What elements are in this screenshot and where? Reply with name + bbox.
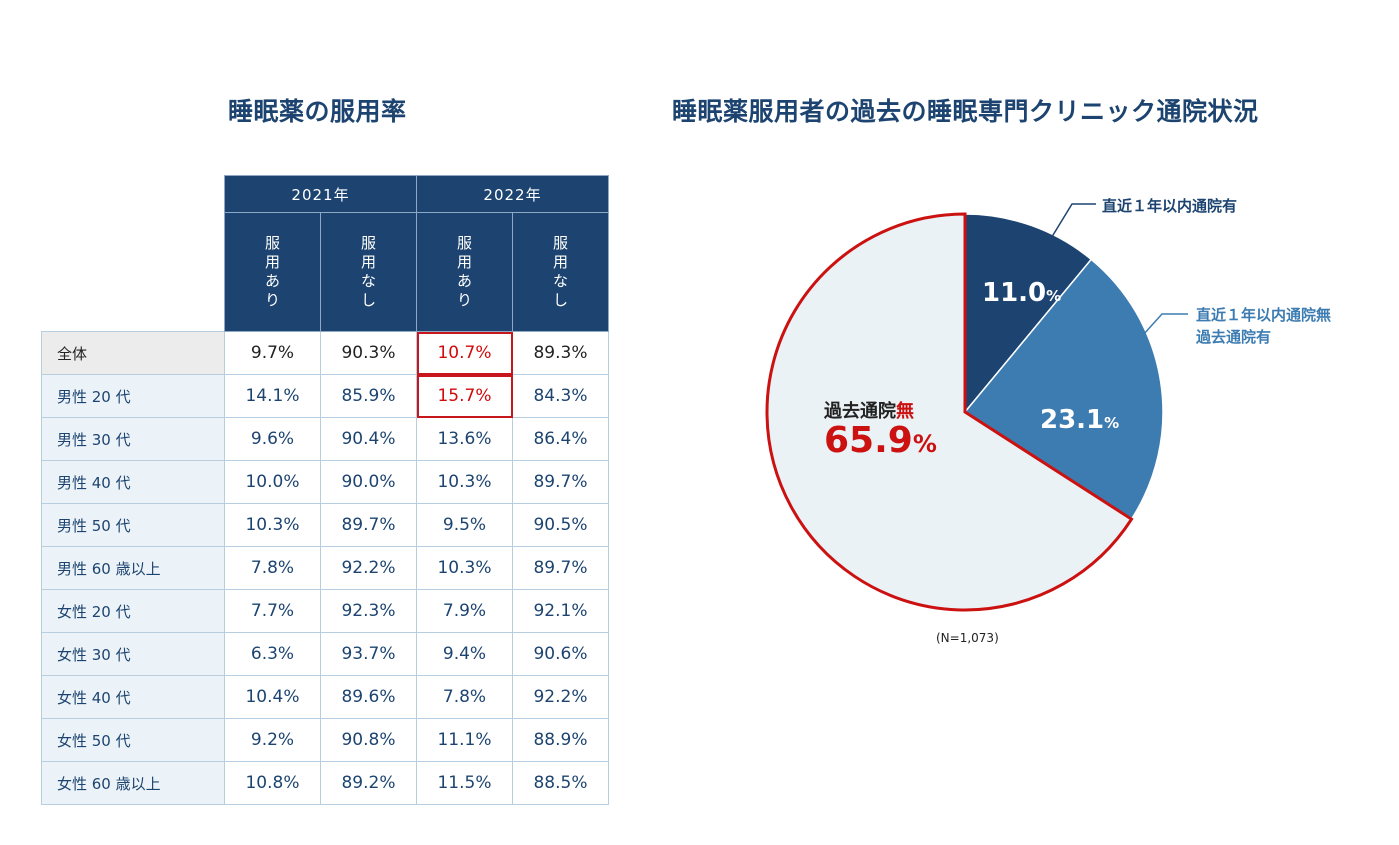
table-cell: 88.5% — [512, 761, 609, 805]
table-cell: 90.8% — [320, 718, 417, 762]
table-cell: 10.3% — [416, 460, 513, 504]
table-cell: 92.2% — [512, 675, 609, 719]
table-row: 女性 20 代 7.7% 92.3% 7.9% 92.1% — [41, 589, 609, 633]
row-label: 女性 20 代 — [41, 589, 225, 633]
table-row: 男性 40 代 10.0% 90.0% 10.3% 89.7% — [41, 460, 609, 504]
row-label: 男性 20 代 — [41, 374, 225, 418]
row-label: 女性 40 代 — [41, 675, 225, 719]
table-row: 男性 20 代 14.1% 85.9% 15.7% 84.3% — [41, 374, 609, 418]
table-cell: 10.8% — [224, 761, 321, 805]
year-header-2021: 2021年 — [224, 175, 417, 213]
table-cell: 84.3% — [512, 374, 609, 418]
table-row: 全体 9.7% 90.3% 10.7% 89.3% — [41, 331, 609, 375]
slice-label-line: 直近１年以内通院無 — [1196, 306, 1332, 324]
table-cell: 90.5% — [512, 503, 609, 547]
table-cell: 11.1% — [416, 718, 513, 762]
sleeping-pill-usage-table: 2021年 2022年 服用あり 服用なし 服用あり 服用なし 全体 9.7% … — [41, 175, 609, 805]
table-cell: 9.2% — [224, 718, 321, 762]
slice-value-label: 65.9% — [824, 420, 937, 461]
slice-value-number: 23.1 — [1040, 405, 1105, 435]
slice-value-percent: % — [1046, 287, 1062, 305]
row-label: 女性 50 代 — [41, 718, 225, 762]
table-cell: 10.4% — [224, 675, 321, 719]
slice-label-past-visit: 直近１年以内通院無 過去通院有 — [1196, 304, 1331, 348]
slice-label-emphasis: 無 — [896, 401, 914, 422]
row-label: 女性 30 代 — [41, 632, 225, 676]
slice-value-percent: % — [912, 430, 937, 458]
year-header-2022: 2022年 — [416, 175, 609, 213]
table-cell: 89.7% — [512, 546, 609, 590]
leader-line-recent-visit — [1049, 203, 1096, 241]
pie-slice-recent-visit — [964, 213, 1093, 415]
table-row: 女性 50 代 9.2% 90.8% 11.1% 88.9% — [41, 718, 609, 762]
usage-header-text: 服用なし — [553, 234, 569, 309]
table-cell: 89.7% — [320, 503, 417, 547]
slice-label-recent-visit: 直近１年以内通院有 — [1102, 197, 1238, 215]
table-cell: 92.2% — [320, 546, 417, 590]
slice-label-prefix: 過去通院 — [824, 401, 896, 422]
table-cell: 11.5% — [416, 761, 513, 805]
pie-chart-title: 睡眠薬服用者の過去の睡眠専門クリニック通院状況 — [672, 97, 1259, 126]
slice-value-label: 11.0% — [982, 278, 1061, 308]
row-label: 女性 60 歳以上 — [41, 761, 225, 805]
table-cell: 86.4% — [512, 417, 609, 461]
table-cell: 89.7% — [512, 460, 609, 504]
pie-slice-highlight-outline — [765, 212, 1134, 612]
table-cell-highlighted: 15.7% — [416, 374, 513, 418]
row-label: 男性 40 代 — [41, 460, 225, 504]
table-cell: 14.1% — [224, 374, 321, 418]
usage-header: 服用なし — [512, 212, 609, 332]
slice-label-line: 過去通院有 — [1196, 328, 1272, 346]
table-row: 女性 40 代 10.4% 89.6% 7.8% 92.2% — [41, 675, 609, 719]
table-cell: 90.4% — [320, 417, 417, 461]
table-cell: 89.6% — [320, 675, 417, 719]
table-cell: 7.8% — [416, 675, 513, 719]
usage-header: 服用あり — [416, 212, 513, 332]
slice-value-number: 11.0 — [982, 278, 1047, 308]
table-row: 男性 60 歳以上 7.8% 92.2% 10.3% 89.7% — [41, 546, 609, 590]
table-cell: 92.3% — [320, 589, 417, 633]
table-cell: 90.3% — [320, 331, 417, 375]
table-cell: 7.9% — [416, 589, 513, 633]
table-row: 女性 60 歳以上 10.8% 89.2% 11.5% 88.5% — [41, 761, 609, 805]
table-title: 睡眠薬の服用率 — [228, 97, 407, 126]
table-cell: 7.8% — [224, 546, 321, 590]
table-cell: 9.6% — [224, 417, 321, 461]
table-cell-highlighted: 10.7% — [416, 331, 513, 375]
slice-value-label: 23.1% — [1040, 405, 1119, 435]
slice-value-number: 65.9 — [824, 420, 913, 461]
leader-line-past-visit — [1142, 313, 1188, 336]
usage-header-text: 服用なし — [361, 234, 377, 309]
table-cell: 10.3% — [416, 546, 513, 590]
row-label: 全体 — [41, 331, 225, 375]
table-cell: 89.2% — [320, 761, 417, 805]
table-cell: 9.7% — [224, 331, 321, 375]
sample-size-note: (N=1,073) — [936, 631, 999, 645]
slice-label-no-visit: 過去通院無 — [824, 397, 914, 423]
table-cell: 90.0% — [320, 460, 417, 504]
table-row: 男性 50 代 10.3% 89.7% 9.5% 90.5% — [41, 503, 609, 547]
pie-slice-past-visit — [963, 258, 1164, 521]
table-cell: 89.3% — [512, 331, 609, 375]
slice-value-percent: % — [1104, 414, 1120, 432]
table-cell: 90.6% — [512, 632, 609, 676]
usage-header-text: 服用あり — [457, 234, 473, 309]
usage-header-text: 服用あり — [265, 234, 281, 309]
table-cell: 7.7% — [224, 589, 321, 633]
row-label: 男性 60 歳以上 — [41, 546, 225, 590]
